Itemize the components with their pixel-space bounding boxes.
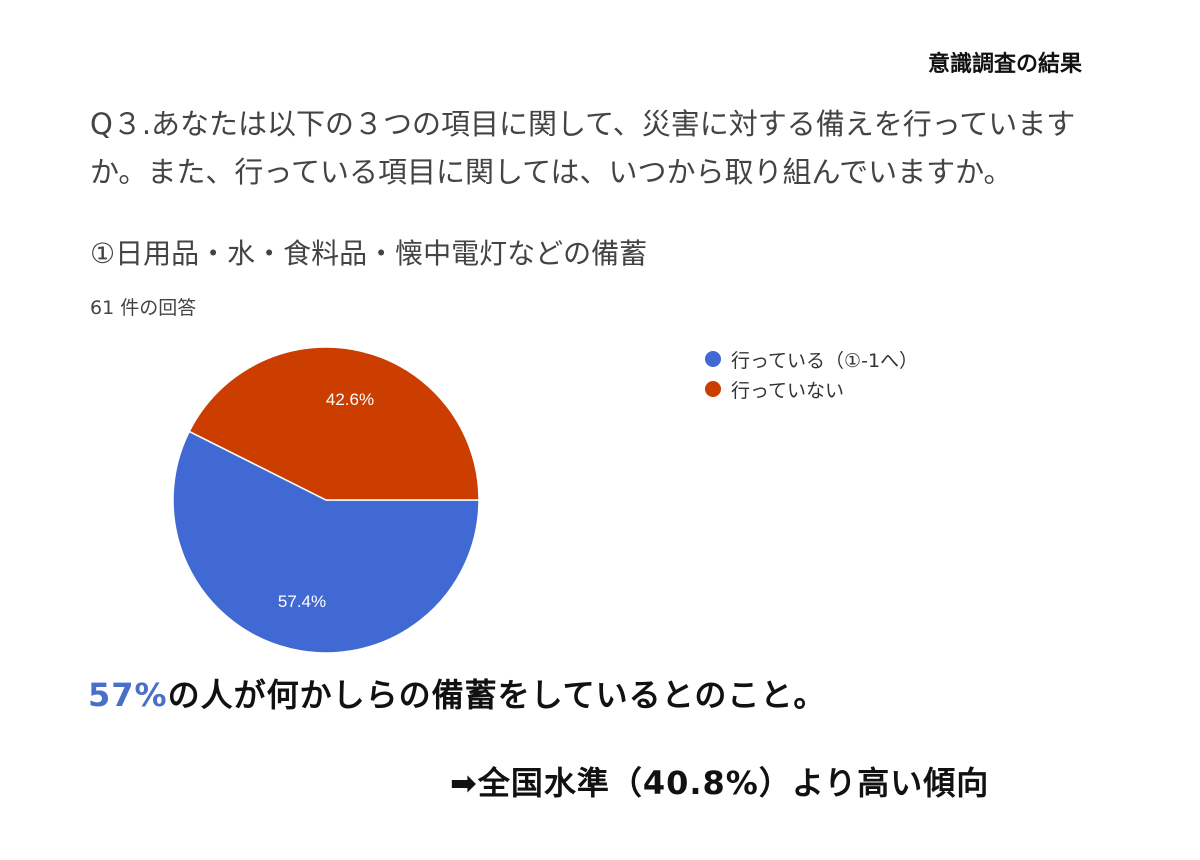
legend-label-doing: 行っている（①-1へ） (731, 349, 919, 372)
legend-swatch-doing (705, 351, 721, 367)
response-count: 61 件の回答 (90, 297, 197, 319)
chart-title: ①日用品・水・食料品・懐中電灯などの備蓄 (90, 237, 648, 270)
summary-text: の人が何かしらの備蓄をしているとのこと。 (167, 676, 827, 714)
summary-statement: 57%の人が何かしらの備蓄をしているとのこと。 (88, 670, 826, 716)
legend-item-not-doing[interactable]: 行っていない (705, 374, 918, 404)
legend-swatch-not-doing (705, 381, 721, 397)
page-header-title: 意識調査の結果 (927, 52, 1082, 77)
chart-legend: 行っている（①-1へ） 行っていない (705, 344, 918, 404)
pie-slice-doing[interactable] (172, 430, 480, 654)
national-comparison: ➡全国水準（40.8%）より高い傾向 (450, 764, 990, 802)
legend-item-doing[interactable]: 行っている（①-1へ） (705, 344, 918, 374)
pie-chart: 57.4% 42.6% (172, 346, 480, 654)
pie-label-not-doing: 42.6% (326, 390, 374, 409)
summary-highlight: 57% (88, 676, 168, 714)
question-text: Q３.あなたは以下の３つの項目に関して、災害に対する備えを行っていますか。また、… (90, 107, 1076, 189)
pie-label-doing: 57.4% (278, 592, 326, 611)
legend-label-not-doing: 行っていない (731, 379, 845, 402)
pie-slice-not-doing[interactable] (188, 346, 480, 501)
